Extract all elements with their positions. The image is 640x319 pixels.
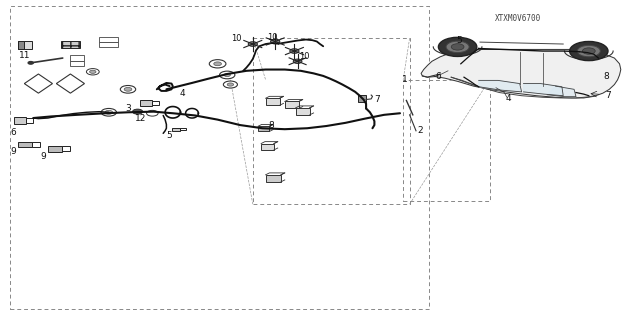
Polygon shape [547, 86, 576, 97]
Text: 1: 1 [402, 75, 408, 84]
Bar [140, 100, 152, 106]
Bar [18, 41, 24, 49]
Bar [99, 37, 118, 42]
Bar [258, 126, 269, 131]
Bar [180, 128, 186, 130]
Bar [99, 42, 118, 47]
Text: 8: 8 [603, 72, 609, 81]
Circle shape [90, 70, 96, 73]
Text: 3: 3 [125, 104, 131, 113]
Text: 10: 10 [232, 34, 242, 43]
Bar [152, 101, 159, 105]
Circle shape [120, 85, 136, 93]
Bar [285, 101, 299, 108]
Circle shape [227, 83, 234, 86]
Text: 9: 9 [41, 152, 46, 161]
Text: 11: 11 [19, 51, 30, 60]
Text: XTXM0V6700: XTXM0V6700 [495, 14, 541, 23]
Text: 2: 2 [417, 126, 423, 135]
Bar [14, 117, 26, 124]
Circle shape [577, 45, 600, 57]
Circle shape [132, 109, 143, 114]
Bar [18, 142, 32, 147]
Bar [70, 55, 84, 61]
Bar [32, 142, 40, 147]
Circle shape [570, 41, 608, 61]
Circle shape [28, 62, 33, 64]
Text: 4: 4 [179, 89, 185, 98]
Circle shape [124, 87, 132, 91]
Text: 4: 4 [506, 94, 511, 103]
Bar [48, 146, 62, 152]
Circle shape [220, 71, 235, 79]
Circle shape [451, 44, 464, 50]
Polygon shape [56, 74, 84, 93]
Circle shape [147, 110, 158, 116]
Bar [261, 144, 274, 150]
Circle shape [223, 81, 237, 88]
Text: 6: 6 [10, 128, 15, 137]
Circle shape [101, 108, 116, 116]
Bar [266, 98, 280, 105]
Circle shape [438, 37, 477, 56]
Text: 8: 8 [269, 121, 275, 130]
Text: 6: 6 [435, 72, 441, 81]
Bar [358, 95, 366, 102]
Text: 10: 10 [267, 33, 277, 42]
Circle shape [582, 48, 595, 54]
Circle shape [248, 42, 257, 46]
Text: 5: 5 [167, 131, 172, 140]
Circle shape [290, 49, 299, 53]
Bar [10, 6, 429, 309]
Bar [70, 61, 84, 66]
Circle shape [271, 39, 280, 44]
Circle shape [209, 60, 226, 68]
Bar [62, 146, 70, 151]
Bar [253, 38, 410, 204]
Bar [26, 118, 33, 123]
Text: 5: 5 [457, 36, 462, 45]
Circle shape [293, 59, 302, 63]
Text: 12: 12 [135, 114, 147, 122]
Circle shape [86, 69, 99, 75]
Bar [18, 41, 32, 49]
Bar [61, 41, 80, 48]
Text: 7: 7 [374, 95, 380, 104]
Circle shape [214, 62, 221, 66]
Bar [403, 80, 490, 201]
Text: 7: 7 [605, 91, 611, 100]
Text: 10: 10 [300, 52, 310, 61]
Circle shape [446, 41, 469, 53]
Polygon shape [24, 74, 52, 93]
Polygon shape [421, 49, 621, 98]
Circle shape [224, 73, 230, 77]
Text: 9: 9 [10, 147, 15, 156]
Bar [296, 108, 310, 115]
Bar [172, 128, 180, 131]
Circle shape [105, 110, 113, 114]
Bar [266, 175, 281, 182]
Polygon shape [479, 80, 522, 92]
Polygon shape [524, 84, 563, 96]
